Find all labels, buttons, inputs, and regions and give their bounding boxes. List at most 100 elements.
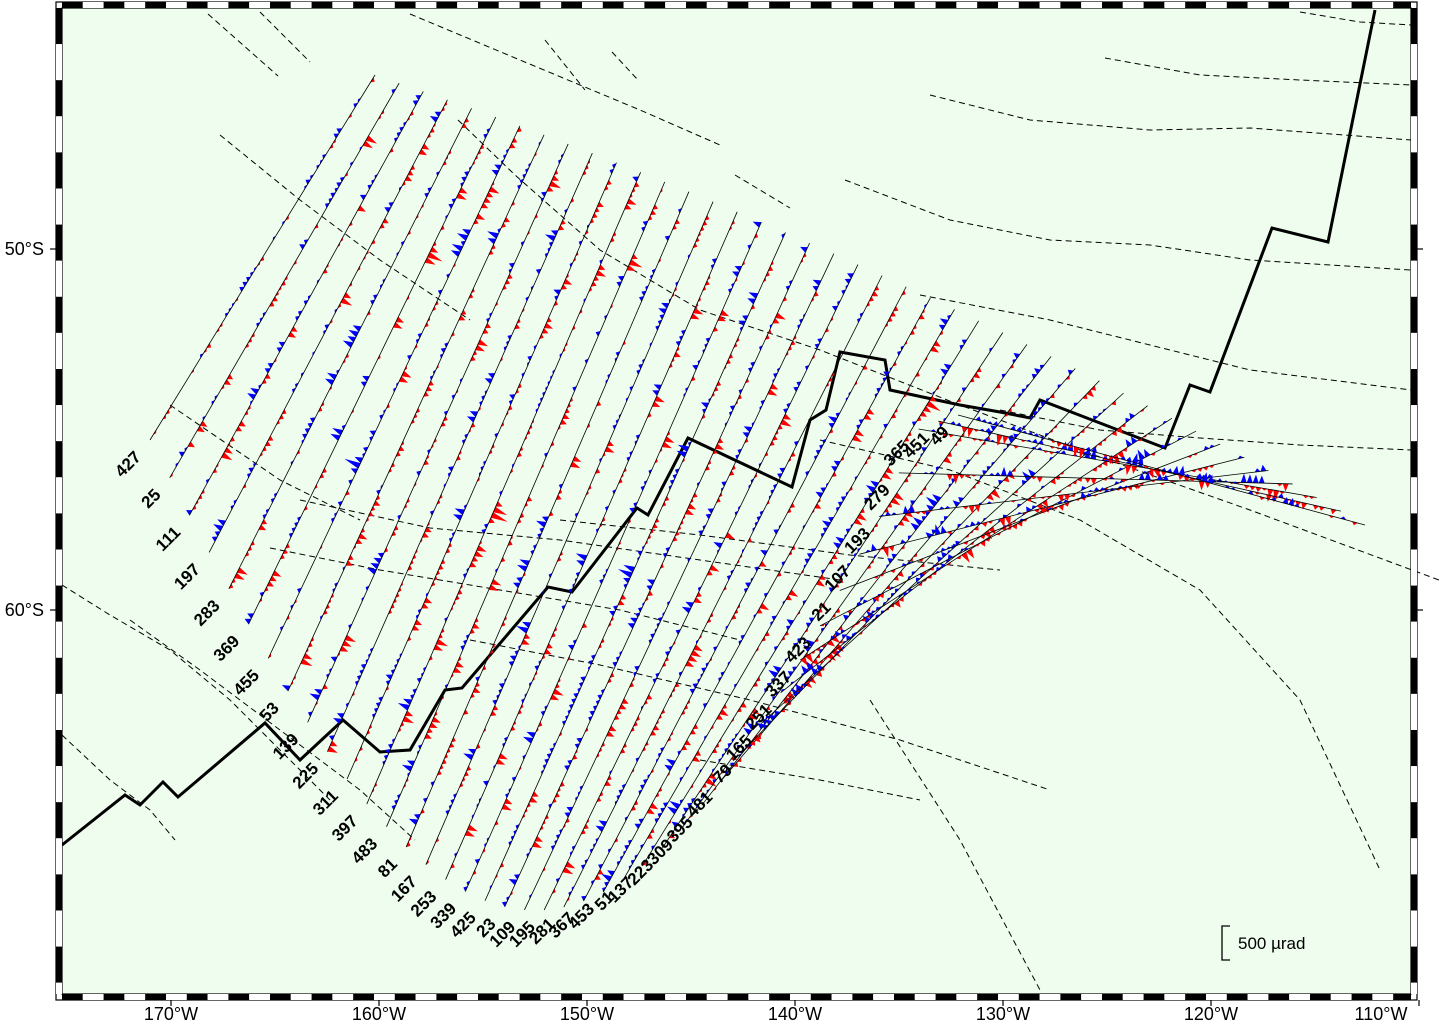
wiggle-lobe bbox=[358, 533, 368, 540]
wiggle-lobe bbox=[1111, 430, 1117, 436]
frame-segment bbox=[956, 2, 978, 8]
wiggle-lobe bbox=[628, 259, 643, 268]
wiggle-lobe bbox=[967, 427, 974, 438]
map-frame bbox=[55, 1, 1418, 1001]
wiggle-lobe bbox=[488, 517, 495, 524]
wiggle-lobe bbox=[816, 664, 823, 672]
wiggle-lobe bbox=[613, 605, 618, 611]
wiggle-lobe bbox=[555, 494, 562, 500]
wiggle-lobe bbox=[370, 563, 380, 570]
frame-segment bbox=[311, 994, 333, 1000]
wiggle-lobe bbox=[761, 723, 769, 731]
wiggle-lobe bbox=[1266, 494, 1272, 502]
wiggle-lobe bbox=[943, 363, 952, 371]
frame-segment bbox=[374, 994, 395, 1000]
wiggle-lobe bbox=[731, 614, 737, 620]
wiggle-lobe bbox=[772, 318, 780, 324]
frame-segment bbox=[56, 621, 62, 658]
wiggle-lobe bbox=[981, 419, 987, 423]
wiggle-lobe bbox=[1090, 453, 1097, 457]
wiggle-lobe bbox=[767, 389, 778, 396]
frame-segment bbox=[1143, 994, 1165, 1000]
wiggle-track bbox=[208, 99, 448, 553]
wiggle-lobe bbox=[1255, 487, 1262, 492]
wiggle-track bbox=[169, 82, 400, 479]
wiggle-lobe bbox=[652, 523, 658, 529]
fracture-zone bbox=[844, 179, 1412, 271]
wiggle-lobe bbox=[940, 368, 949, 376]
wiggle-lobe bbox=[1021, 480, 1027, 486]
wiggle-lobe bbox=[375, 702, 381, 708]
wiggle-lobe bbox=[509, 394, 516, 400]
wiggle-lobe bbox=[609, 672, 615, 678]
wiggle-lobe bbox=[1086, 389, 1094, 398]
wiggle-lobe bbox=[604, 446, 615, 453]
wiggle-lobe bbox=[812, 285, 819, 292]
wiggle-lobe bbox=[673, 351, 681, 358]
wiggle-lobe bbox=[567, 759, 573, 766]
wiggle-lobe bbox=[910, 500, 916, 506]
wiggle-lobe bbox=[1034, 368, 1041, 375]
wiggle-lobe bbox=[548, 511, 554, 517]
wiggle-lobe bbox=[664, 235, 670, 242]
wiggle-lobe bbox=[675, 629, 681, 635]
wiggle-track bbox=[662, 332, 1004, 849]
frame-segment bbox=[810, 2, 832, 8]
wiggle-lobe bbox=[470, 422, 476, 428]
wiggle-lobe bbox=[362, 140, 373, 149]
frame-segment bbox=[623, 2, 645, 8]
frame-segment bbox=[1081, 994, 1102, 1000]
frame-segment bbox=[1372, 994, 1394, 1000]
fracture-zone bbox=[409, 13, 721, 146]
wiggle-lobe bbox=[455, 594, 460, 601]
wiggle-lobe bbox=[1116, 426, 1123, 434]
wiggle-lobe bbox=[278, 341, 286, 348]
wiggle-lobe bbox=[470, 692, 475, 699]
wiggle-lobe bbox=[1006, 469, 1013, 477]
frame-segment bbox=[1268, 994, 1290, 1000]
wiggle-lobe bbox=[491, 169, 499, 176]
wiggle-lobe bbox=[779, 467, 786, 474]
wiggle-lobe bbox=[269, 301, 275, 307]
wiggle-lobe bbox=[638, 607, 643, 613]
wiggle-lobe bbox=[1156, 473, 1163, 481]
wiggle-lobe bbox=[650, 209, 656, 216]
wiggle-lobe bbox=[511, 776, 517, 782]
wiggle-lobe bbox=[887, 316, 893, 323]
wiggle-track bbox=[244, 116, 497, 625]
frame-segment bbox=[1411, 369, 1417, 406]
wiggle-baseline bbox=[543, 264, 859, 911]
wiggle-lobe bbox=[1155, 469, 1161, 476]
wiggle-lobe bbox=[629, 507, 636, 513]
wiggle-lobe bbox=[634, 182, 640, 188]
wiggle-lobe bbox=[833, 460, 841, 467]
wiggle-lobe bbox=[1041, 499, 1049, 508]
wiggle-lobe bbox=[822, 527, 828, 533]
wiggle-lobe bbox=[570, 461, 581, 469]
wiggle-lobe bbox=[376, 489, 381, 495]
wiggle-lobe bbox=[484, 523, 489, 529]
wiggle-track bbox=[957, 414, 1366, 526]
wiggle-lobe bbox=[1308, 496, 1315, 499]
wiggle-lobe bbox=[708, 772, 717, 780]
wiggle-lobe bbox=[1120, 456, 1126, 461]
wiggle-lobe bbox=[745, 582, 751, 588]
frame-segment bbox=[686, 2, 707, 8]
wiggle-lobe bbox=[827, 416, 838, 423]
wiggle-lobe bbox=[986, 493, 994, 501]
lat-tick-label: 50°S bbox=[5, 239, 44, 259]
wiggle-lobe bbox=[785, 285, 791, 291]
wiggle-lobe bbox=[463, 709, 469, 715]
fracture-zone bbox=[457, 119, 1439, 581]
fracture-zone bbox=[259, 11, 311, 63]
wiggle-lobe bbox=[526, 496, 533, 502]
wiggle-lobe bbox=[928, 471, 935, 474]
wiggle-lobe bbox=[596, 400, 602, 407]
wiggle-lobe bbox=[705, 777, 717, 787]
wiggle-lobe bbox=[661, 441, 672, 449]
wiggle-lobe bbox=[1208, 464, 1215, 468]
wiggle-lobe bbox=[463, 886, 468, 892]
wiggle-lobe bbox=[1137, 457, 1144, 466]
wiggle-lobe bbox=[681, 606, 691, 614]
wiggle-lobe bbox=[887, 558, 894, 564]
